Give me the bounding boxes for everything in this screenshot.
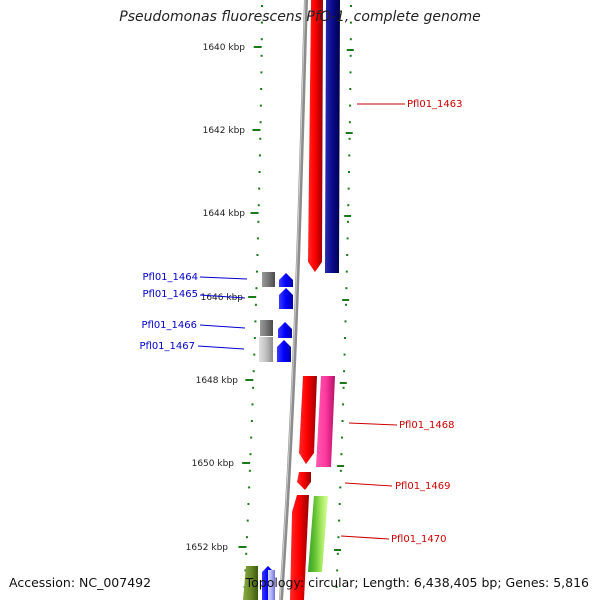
- tick-label-1652: 1652 kbp: [186, 543, 229, 553]
- coordinate-labels: 1640 kbp 1642 kbp 1644 kbp 1646 kbp 1648…: [186, 43, 246, 553]
- tick-label-1640: 1640 kbp: [203, 43, 246, 53]
- gene-pfl01-1469[interactable]: [297, 472, 311, 490]
- genome-backbone: [279, 0, 308, 600]
- tick-label-1644: 1644 kbp: [203, 209, 246, 219]
- leader-lines: [197, 103, 405, 540]
- gene-pfl01-1463[interactable]: [308, 0, 340, 273]
- tick-label-1650: 1650 kbp: [192, 459, 235, 469]
- gene-pfl01-1467[interactable]: [259, 337, 291, 362]
- gene-pfl01-1470[interactable]: [290, 495, 328, 600]
- gene-pfl01-1468[interactable]: [299, 376, 335, 467]
- tick-marks-outer: [334, 5, 354, 588]
- gene-label-pfl01-1466: Pfl01_1466: [141, 320, 197, 331]
- gene-labels: Pfl01_1463 Pfl01_1464 Pfl01_1465 Pfl01_1…: [139, 99, 462, 545]
- gene-label-pfl01-1465: Pfl01_1465: [142, 289, 198, 300]
- map-title: Pseudomonas fluorescens PfO-1, complete …: [119, 9, 481, 25]
- tick-label-1646: 1646 kbp: [201, 293, 244, 303]
- gene-label-pfl01-1467: Pfl01_1467: [139, 341, 195, 352]
- tick-label-1648: 1648 kbp: [196, 376, 239, 386]
- gene-label-pfl01-1468: Pfl01_1468: [399, 420, 455, 431]
- gene-label-pfl01-1463: Pfl01_1463: [407, 99, 463, 110]
- gene-label-pfl01-1469: Pfl01_1469: [395, 481, 451, 492]
- gene-label-pfl01-1470: Pfl01_1470: [391, 534, 447, 545]
- gene-label-pfl01-1464: Pfl01_1464: [142, 272, 198, 283]
- tick-label-1642: 1642 kbp: [203, 126, 246, 136]
- accession-text: Accession: NC_007492: [9, 575, 152, 590]
- gene-partial-bottom[interactable]: [243, 566, 275, 600]
- genome-summary-text: Topology: circular; Length: 6,438,405 bp…: [245, 575, 589, 590]
- gene-pfl01-1464[interactable]: [262, 272, 293, 287]
- gene-pfl01-1465[interactable]: [279, 288, 293, 309]
- gene-pfl01-1466[interactable]: [260, 320, 292, 338]
